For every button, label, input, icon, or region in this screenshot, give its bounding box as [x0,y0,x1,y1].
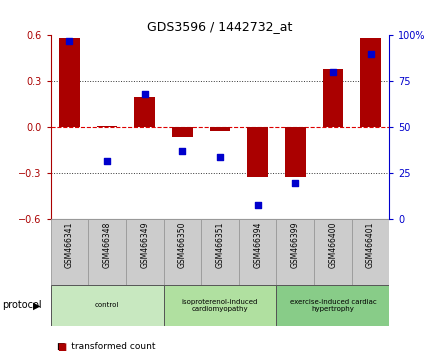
Point [330,69,337,75]
Text: isoproterenol-induced
cardiomyopathy: isoproterenol-induced cardiomyopathy [182,298,258,312]
Text: ■  transformed count: ■ transformed count [57,342,156,352]
Bar [97,126,117,127]
Bar [209,127,231,131]
Bar [247,127,268,177]
Bar [51,219,88,285]
Bar [164,285,276,326]
Bar [201,219,239,285]
Text: GSM466341: GSM466341 [65,222,74,268]
Bar [164,219,201,285]
Text: protocol: protocol [2,300,42,310]
Bar [360,39,381,127]
Bar [276,285,389,326]
Text: GSM466351: GSM466351 [216,222,224,268]
Text: GSM466348: GSM466348 [103,222,112,268]
Point [367,51,374,57]
Point [66,38,73,44]
Bar [314,219,352,285]
Bar [323,69,343,127]
Point [179,149,186,154]
Bar [134,97,155,127]
Text: GSM466394: GSM466394 [253,222,262,268]
Text: ▶: ▶ [33,300,40,310]
Bar [239,219,276,285]
Text: GSM466400: GSM466400 [328,222,337,268]
Text: control: control [95,302,119,308]
Text: GSM466350: GSM466350 [178,222,187,268]
Text: GSM466399: GSM466399 [291,222,300,268]
Point [103,158,110,164]
Bar [88,219,126,285]
Bar [285,127,306,177]
Text: GSM466401: GSM466401 [366,222,375,268]
Bar [59,39,80,127]
Text: GSM466349: GSM466349 [140,222,149,268]
Bar [172,127,193,137]
Title: GDS3596 / 1442732_at: GDS3596 / 1442732_at [147,20,293,33]
Text: exercise-induced cardiac
hypertrophy: exercise-induced cardiac hypertrophy [290,298,376,312]
Point [292,180,299,185]
Point [141,91,148,97]
Point [254,202,261,207]
Bar [352,219,389,285]
Text: ■: ■ [57,342,66,352]
Bar [126,219,164,285]
Bar [276,219,314,285]
Bar [51,285,164,326]
Point [216,154,224,160]
